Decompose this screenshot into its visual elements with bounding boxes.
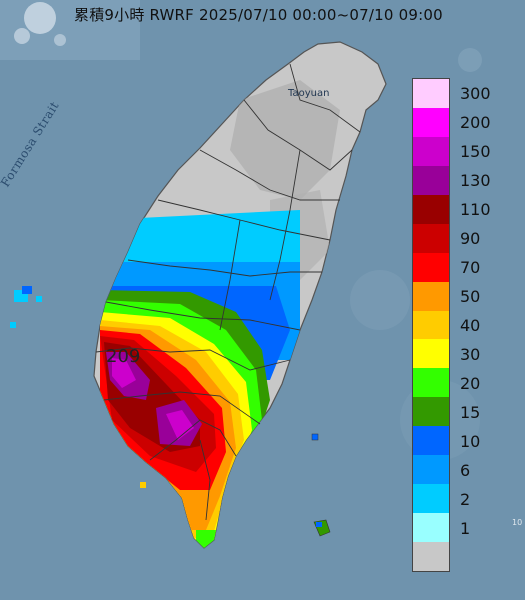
rainfall-legend [412, 78, 450, 572]
legend-label: 20 [460, 373, 481, 393]
legend-label: 40 [460, 316, 481, 335]
legend-label: 300 [460, 84, 491, 104]
penghu-islands [10, 286, 42, 328]
legend-label: 2 [460, 489, 471, 509]
legend-swatch [413, 223, 449, 253]
orchid-island [313, 519, 331, 537]
legend-swatch [413, 368, 449, 398]
max-rainfall-label: 209 [106, 346, 141, 367]
legend-swatch [413, 194, 449, 224]
legend-label: 200 [460, 113, 491, 133]
legend-label: 10 [460, 431, 481, 451]
legend-label: 150 [460, 142, 491, 162]
legend-swatch [413, 79, 449, 108]
legend-swatch [413, 339, 449, 369]
rainfall-shading [100, 80, 340, 548]
legend-label: 1 [460, 518, 471, 538]
legend-label: 110 [460, 200, 491, 220]
legend-swatch [413, 542, 449, 572]
dongsha-marks [140, 482, 146, 488]
green-island [311, 433, 319, 441]
legend-label: 15 [460, 402, 481, 422]
taoyuan-label: Taoyuan [288, 88, 330, 99]
legend-swatch [413, 397, 449, 427]
legend-label: 30 [460, 344, 481, 364]
legend-swatch [413, 165, 449, 195]
legend-label: 6 [460, 460, 471, 480]
legend-swatch [413, 426, 449, 456]
legend-swatch [413, 107, 449, 137]
legend-swatch [413, 281, 449, 311]
legend-swatch [413, 484, 449, 514]
legend-swatch [413, 455, 449, 485]
legend-swatch [413, 136, 449, 166]
county-boundaries [95, 63, 361, 521]
legend-label: 90 [460, 229, 481, 249]
corner-mark: 10 [512, 518, 523, 527]
legend-swatch [413, 252, 449, 282]
legend-label: 50 [460, 287, 481, 307]
legend-swatch [413, 513, 449, 543]
legend-label: 70 [460, 258, 481, 278]
legend-label: 130 [460, 171, 491, 191]
map-title: 累積9小時 RWRF 2025/07/10 00:00~07/10 09:00 [74, 6, 443, 24]
legend-swatch [413, 310, 449, 340]
